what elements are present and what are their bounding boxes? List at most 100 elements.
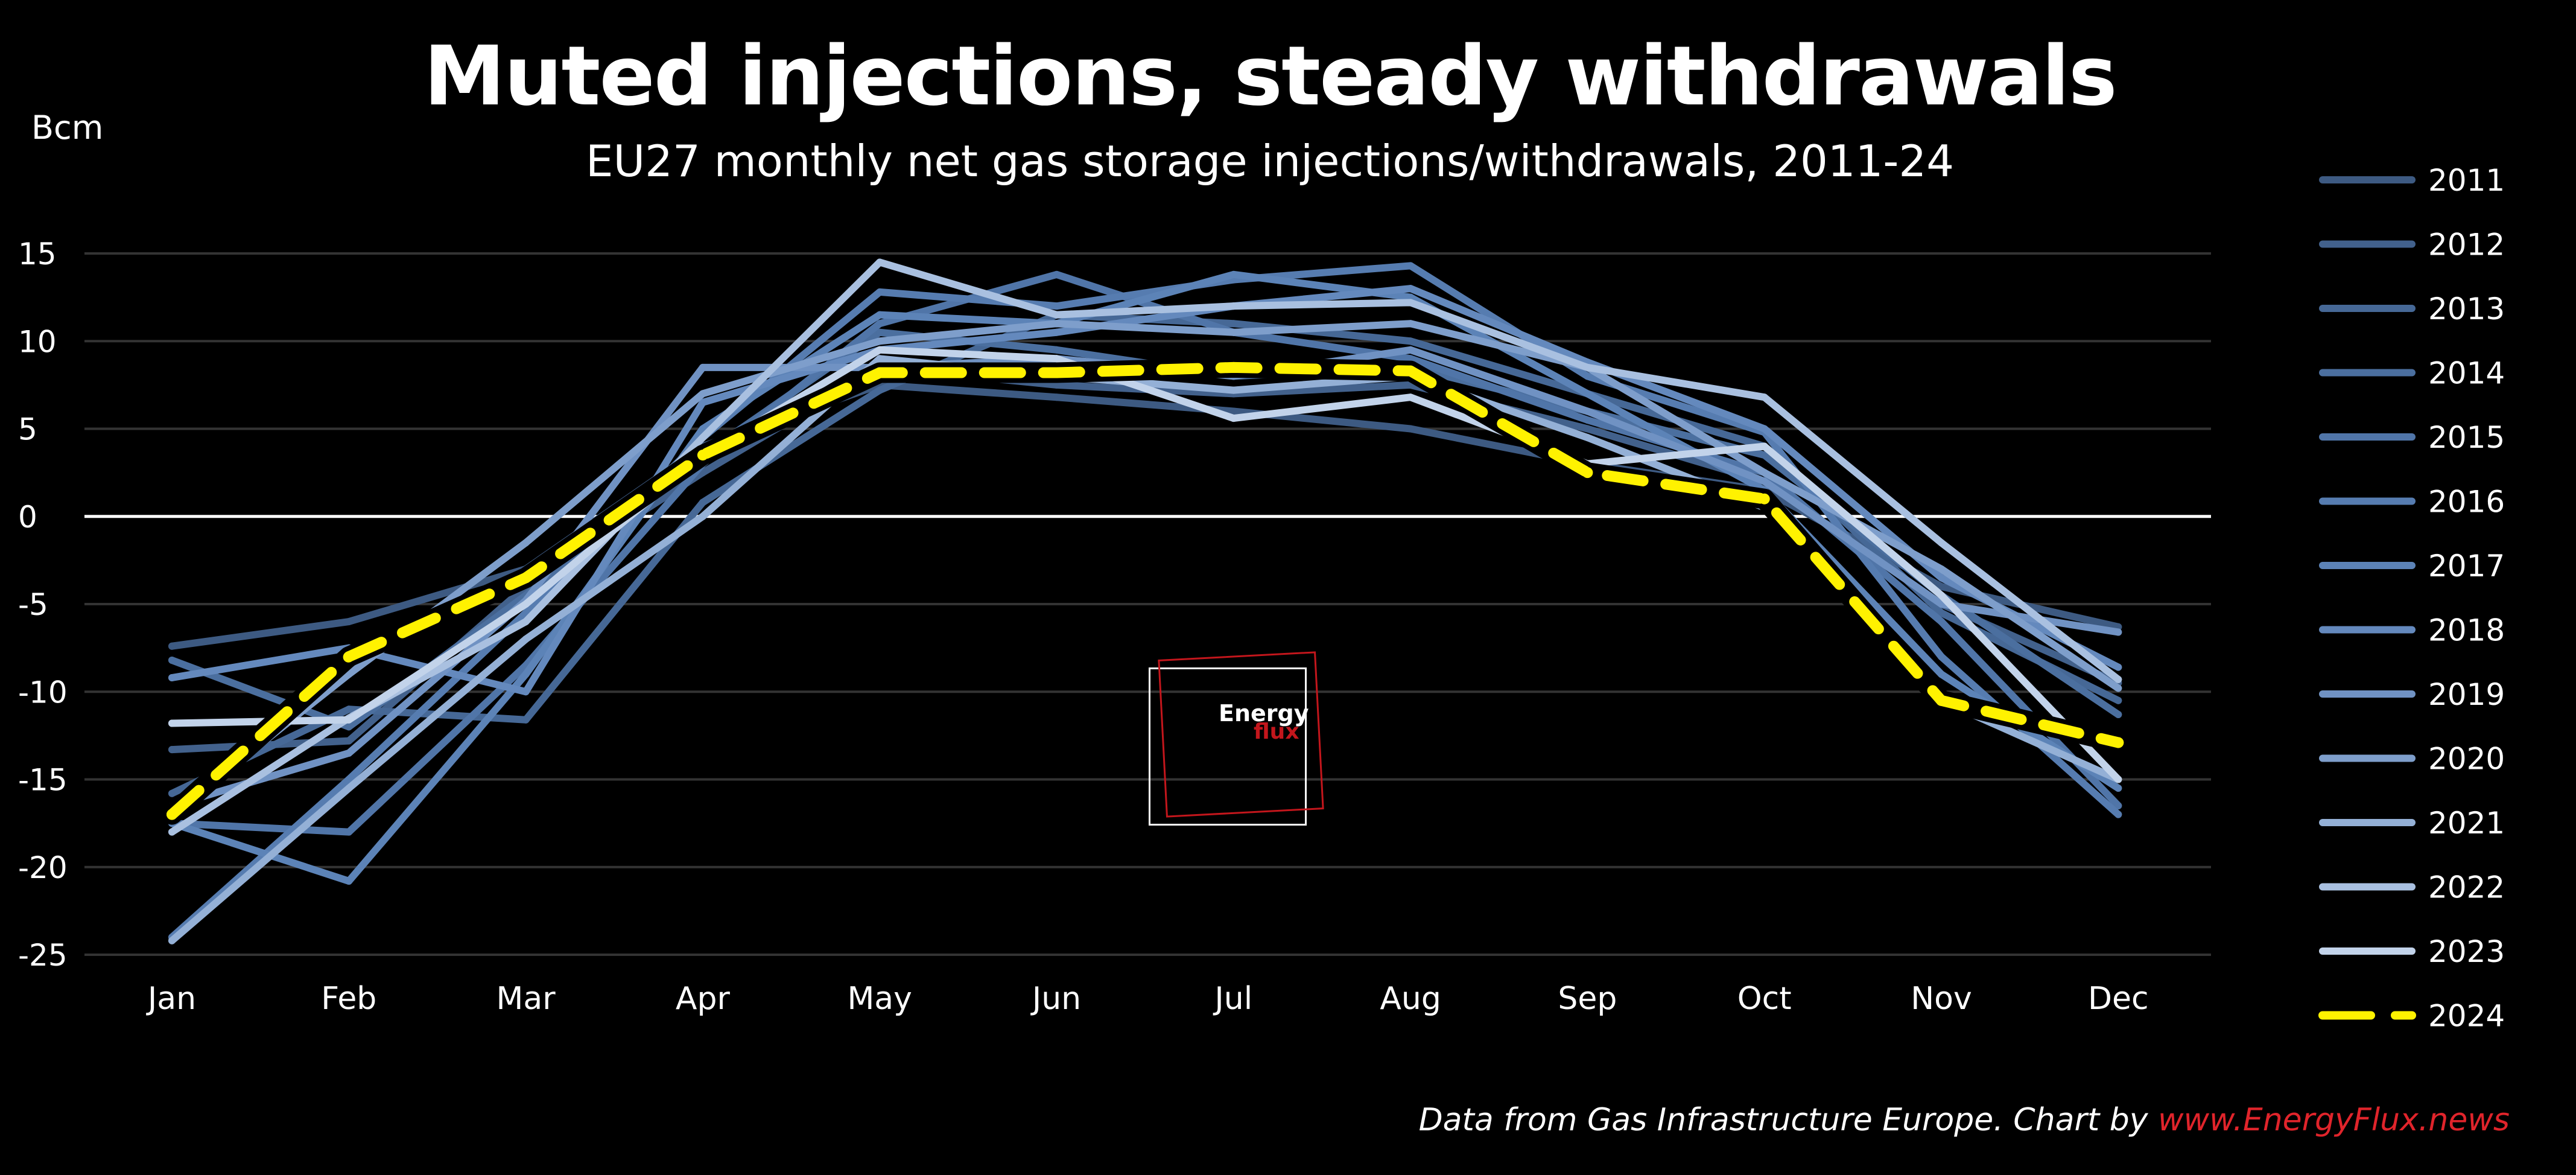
legend-label-2024: 2024 xyxy=(2428,999,2505,1034)
data-point-2018 xyxy=(1760,425,1768,433)
data-point-2013 xyxy=(876,386,884,394)
data-point-2023 xyxy=(345,716,353,724)
y-tick-label: 5 xyxy=(18,412,37,447)
data-point-2024 xyxy=(1759,493,1770,505)
legend-label-2017: 2017 xyxy=(2428,549,2505,584)
series-line-2020 xyxy=(168,320,2122,818)
data-point-2022 xyxy=(1760,393,1768,401)
data-point-2015 xyxy=(1938,618,1945,626)
data-point-2021 xyxy=(699,512,706,520)
data-point-2019 xyxy=(699,363,706,371)
x-tick-label: Jan xyxy=(146,981,196,1017)
data-point-2013 xyxy=(2114,696,2122,704)
data-point-2024 xyxy=(520,572,531,584)
data-point-2011 xyxy=(1938,582,1945,590)
source-note: Data from Gas Infrastructure Europe. Cha… xyxy=(1419,1102,2510,1138)
x-tick-label: Nov xyxy=(1911,981,1972,1017)
data-point-2011 xyxy=(1229,407,1237,415)
data-point-2021 xyxy=(876,355,884,363)
y-tick-label: -10 xyxy=(18,675,68,710)
logo-word-energy: Energy xyxy=(1219,700,1309,727)
data-point-2016 xyxy=(1053,302,1061,310)
legend-label-2015: 2015 xyxy=(2428,420,2505,455)
data-point-2023 xyxy=(522,600,530,608)
y-tick-label: -5 xyxy=(18,587,48,622)
data-point-2020 xyxy=(699,390,706,398)
chart-subtitle: EU27 monthly net gas storage injections/… xyxy=(585,136,1955,186)
data-point-2022 xyxy=(522,618,530,626)
data-point-2018 xyxy=(1407,285,1415,293)
series-line-2018 xyxy=(168,285,2122,696)
data-point-2024 xyxy=(2113,737,2124,748)
data-point-2019 xyxy=(1760,477,1768,485)
data-point-2022 xyxy=(2114,675,2122,683)
data-point-2020 xyxy=(876,337,884,345)
series-line-2024 xyxy=(167,361,2124,820)
x-tick-label: Oct xyxy=(1737,981,1792,1017)
x-tick-labels: Jan Feb Mar Apr May Jun Jul Aug Sep Oct Nov Dec xyxy=(146,981,2149,1017)
data-point-2013 xyxy=(522,716,530,724)
x-tick-label: Mar xyxy=(496,981,556,1017)
data-point-2024 xyxy=(697,450,708,461)
y-tick-label: -25 xyxy=(18,938,68,973)
data-point-2024 xyxy=(1405,365,1416,377)
legend-label-2011: 2011 xyxy=(2428,163,2505,198)
x-tick-label: Jun xyxy=(1030,981,1081,1017)
data-point-2022 xyxy=(699,434,706,442)
data-point-2013 xyxy=(1938,609,1945,617)
data-point-2017 xyxy=(1938,670,1945,678)
data-point-2020 xyxy=(1053,320,1061,328)
legend-label-2019: 2019 xyxy=(2428,677,2505,712)
data-point-2015 xyxy=(1407,355,1415,363)
data-point-2023 xyxy=(1760,442,1768,450)
y-tick-label: 15 xyxy=(18,237,57,272)
data-point-2024 xyxy=(1051,367,1062,378)
data-point-2018 xyxy=(1938,574,1945,582)
data-point-2017 xyxy=(876,311,884,319)
source-brand-link[interactable]: www.EnergyFlux.news xyxy=(2158,1102,2510,1138)
data-point-2020 xyxy=(1938,565,1945,573)
logo-white-frame xyxy=(1149,667,1307,826)
data-point-2015 xyxy=(1584,416,1591,424)
data-point-2015 xyxy=(1053,270,1061,278)
data-point-2022 xyxy=(1938,539,1945,547)
series-line-2023 xyxy=(168,346,2122,783)
data-point-2013 xyxy=(1229,320,1237,328)
data-point-2024 xyxy=(1582,467,1593,479)
data-point-2018 xyxy=(2114,663,2122,671)
data-point-2016 xyxy=(1584,372,1591,380)
data-point-2022 xyxy=(1407,299,1415,307)
legend-label-2022: 2022 xyxy=(2428,870,2505,905)
data-point-2022 xyxy=(1229,302,1237,310)
x-tick-label: Dec xyxy=(2088,981,2149,1017)
data-point-2020 xyxy=(522,539,530,547)
data-point-2014 xyxy=(1053,346,1061,354)
data-point-2018 xyxy=(699,398,706,406)
data-point-2017 xyxy=(522,670,530,678)
data-point-2016 xyxy=(1938,653,1945,661)
data-point-2012 xyxy=(168,746,176,754)
legend-label-2016: 2016 xyxy=(2428,485,2505,520)
data-point-2021 xyxy=(1584,434,1591,442)
data-point-2012 xyxy=(345,737,353,745)
data-point-2019 xyxy=(2114,628,2122,636)
data-point-2020 xyxy=(1229,328,1237,336)
data-point-2023 xyxy=(1053,355,1061,363)
data-point-2016 xyxy=(2114,810,2122,818)
legend-label-2021: 2021 xyxy=(2428,806,2505,841)
data-point-2022 xyxy=(876,258,884,266)
energyflux-logo: Energy flux xyxy=(1146,651,1339,833)
data-point-2020 xyxy=(1760,469,1768,477)
x-tick-label: Apr xyxy=(676,981,731,1017)
y-tick-label: -15 xyxy=(18,763,68,798)
data-point-2020 xyxy=(345,670,353,678)
data-point-2018 xyxy=(168,674,176,682)
data-point-2016 xyxy=(345,775,353,783)
data-point-2024 xyxy=(1936,695,1947,706)
data-point-2014 xyxy=(876,328,884,336)
source-text: Data from Gas Infrastructure Europe. Cha… xyxy=(1418,1102,2159,1138)
data-point-2024 xyxy=(167,809,177,820)
data-point-2023 xyxy=(1938,591,1945,599)
data-point-2024 xyxy=(343,651,355,663)
data-point-2011 xyxy=(1407,425,1415,433)
